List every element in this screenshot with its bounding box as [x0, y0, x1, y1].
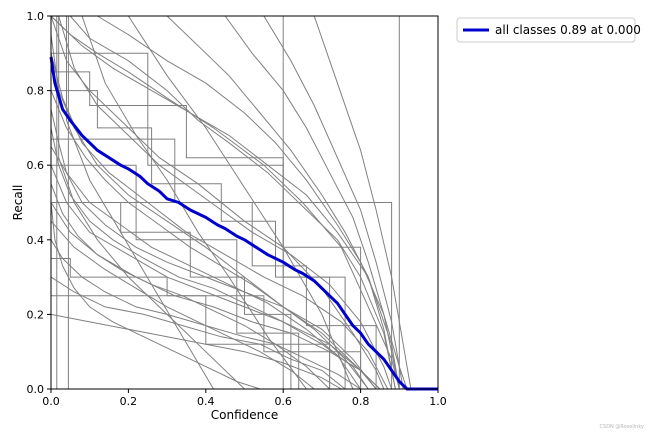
- watermark: CSDN @Roselinky: [599, 424, 644, 430]
- class-curve-32: [127, 15, 354, 390]
- class-curve-28: [51, 71, 362, 389]
- class-curve-8: [50, 276, 346, 390]
- class-curve-17: [224, 15, 400, 390]
- class-curve-7: [50, 239, 361, 390]
- y-tick-label: 0.8: [27, 85, 45, 98]
- y-tick-label: 0.2: [27, 308, 45, 321]
- x-tick-label: 0.6: [274, 395, 292, 408]
- class-curve-18: [263, 15, 404, 390]
- class-curve-30: [66, 16, 214, 390]
- class-curve-23: [51, 52, 346, 389]
- class-curve-35: [50, 146, 362, 390]
- class-curve-24: [51, 202, 393, 389]
- all-classes-series: [49, 56, 438, 391]
- class-curve-19: [313, 15, 412, 390]
- class-curve-12: [97, 15, 408, 390]
- y-tick-label: 0.4: [27, 234, 45, 247]
- class-curve-27: [51, 164, 300, 389]
- plot-frame: [50, 15, 439, 390]
- legend-label: all classes 0.89 at 0.000: [495, 23, 641, 37]
- class-curve-16: [166, 15, 396, 390]
- x-tick-label: 0.0: [42, 395, 60, 408]
- x-tick-label: 0.4: [197, 395, 215, 408]
- x-axis-label: Confidence: [211, 408, 278, 422]
- class-curve-36: [50, 202, 261, 390]
- x-tick-label: 0.8: [352, 395, 370, 408]
- class-curve-29: [58, 16, 245, 390]
- class-curve-26: [51, 295, 331, 389]
- y-tick-label: 0.0: [27, 383, 45, 396]
- x-axis-ticks: 0.0 0.2 0.4 0.6 0.8 1.0: [42, 389, 447, 408]
- y-axis-label: Recall: [11, 185, 25, 221]
- series-line-all-classes: [49, 56, 438, 391]
- x-tick-label: 1.0: [429, 395, 447, 408]
- class-curves: [50, 15, 412, 390]
- legend: all classes 0.89 at 0.000: [456, 17, 641, 43]
- y-tick-label: 0.6: [27, 159, 45, 172]
- class-curve-34: [50, 220, 315, 390]
- legend-box: [456, 17, 636, 43]
- y-tick-label: 1.0: [27, 10, 45, 23]
- x-tick-label: 0.2: [120, 395, 138, 408]
- y-axis-ticks: 0.0 0.2 0.4 0.6 0.8 1.0: [27, 10, 51, 396]
- class-curve-33: [50, 183, 330, 390]
- class-curve-0: [50, 15, 400, 390]
